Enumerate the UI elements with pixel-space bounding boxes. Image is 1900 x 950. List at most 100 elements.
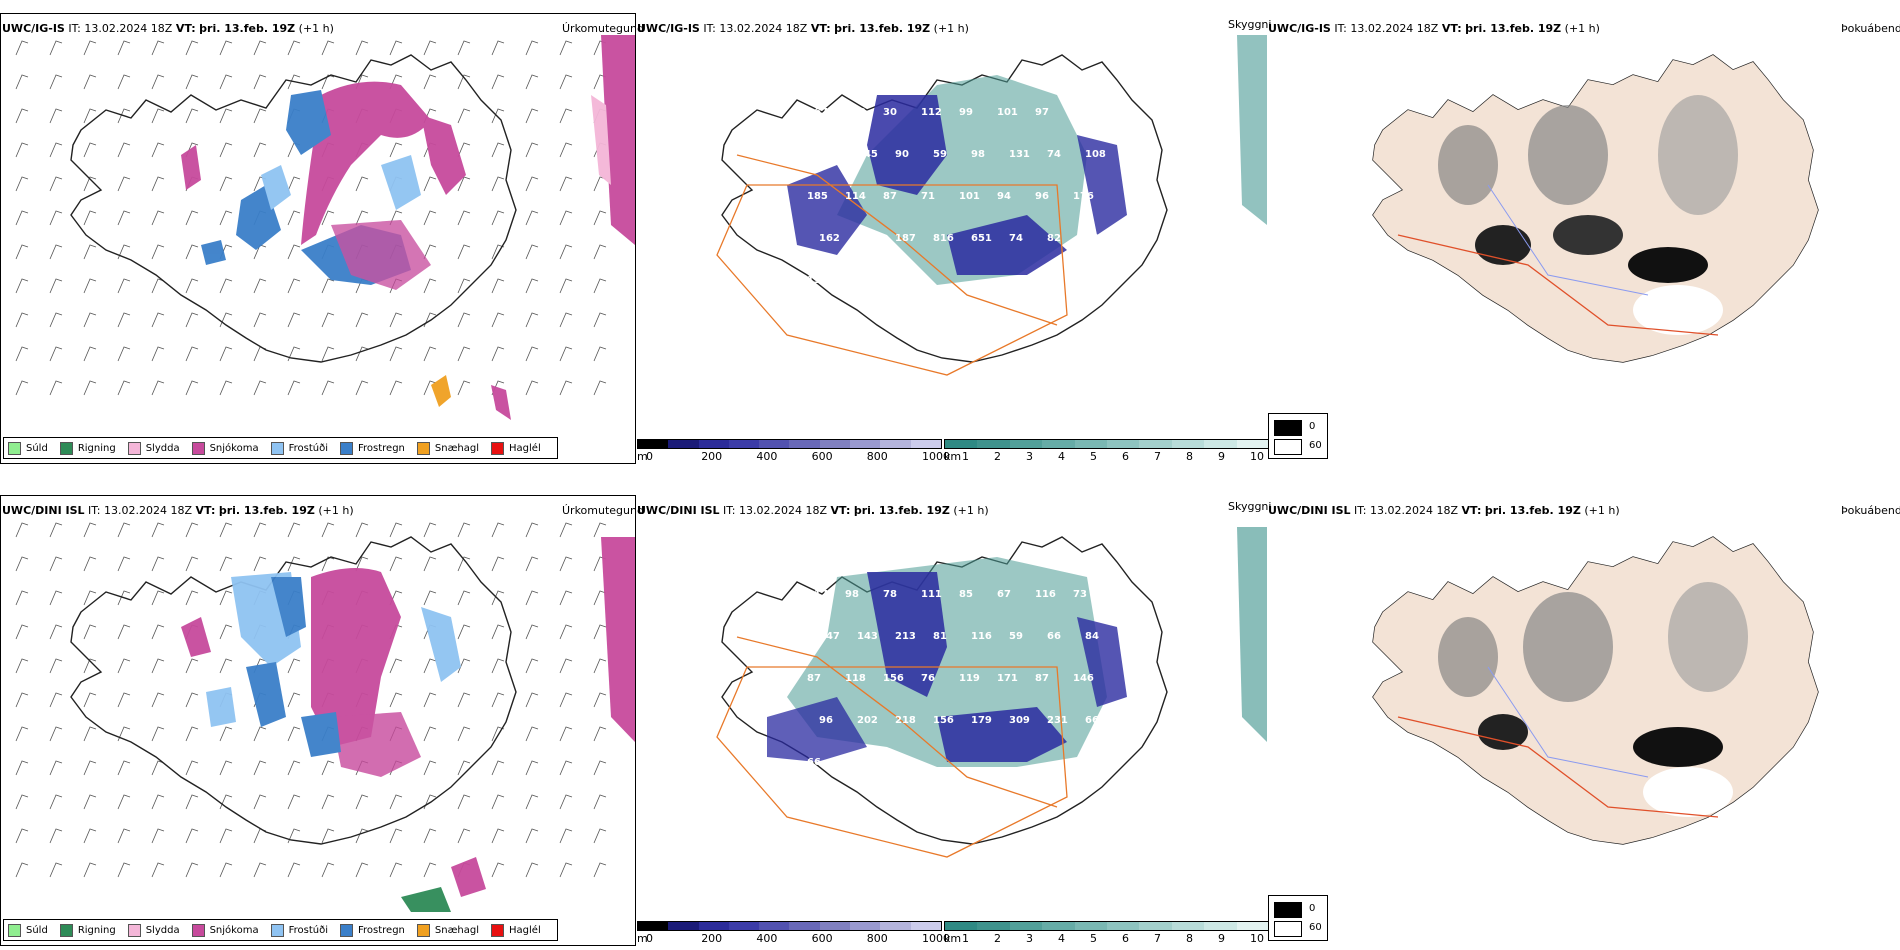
colorbar-tick: 10: [1250, 450, 1264, 463]
visibility-value-label: 147: [819, 631, 840, 642]
precip-type-panel-row2: [0, 495, 636, 946]
panel-name-vis-row2: Skyggni: [1228, 500, 1272, 513]
colorbar-tick: 4: [1058, 450, 1065, 463]
visibility-value-label: 82: [1047, 233, 1061, 244]
visibility-value-label: 651: [971, 233, 992, 244]
visibility-value-label: 234: [1085, 233, 1106, 244]
colorbar-tick: 5: [1090, 450, 1097, 463]
precip-map-row1: [15, 35, 635, 420]
legend-swatch: [191, 441, 205, 455]
visibility-colorbar-row2: km 1 2 3 4 5 6 7 8 9 10: [944, 921, 1270, 945]
legend-label: Snjókoma: [209, 442, 259, 454]
colorbar-tick: 600: [811, 932, 833, 945]
visibility-value-label: 117: [807, 589, 828, 600]
visibility-value-label: 816: [933, 233, 954, 244]
visibility-value-label: 185: [807, 191, 828, 202]
visibility-value-label: 135: [807, 275, 828, 286]
legend-item-7: Haglél: [491, 923, 541, 937]
visibility-value-label: 110: [845, 107, 866, 118]
legend-item-5: Frostregn: [340, 923, 405, 937]
visibility-value-label: 218: [895, 715, 916, 726]
visibility-value-label: 90: [895, 149, 909, 160]
panel-title-row1-p1: UWC/IG-IS IT: 13.02.2024 18Z VT: þri. 13…: [2, 22, 334, 35]
legend-label: Frostúði: [288, 442, 328, 454]
colorbar-tick: 9: [1218, 932, 1225, 945]
visibility-value-label: 66: [807, 757, 821, 768]
colorbar-tick: 7: [1154, 932, 1161, 945]
visibility-value-label: 74: [1047, 149, 1061, 160]
colorbar-tick: 1: [962, 932, 969, 945]
colorbar-tick: 9: [1218, 450, 1225, 463]
legend-swatch: [59, 923, 73, 937]
colorbar-unit: km: [944, 932, 962, 945]
legend-item-4: Frostúði: [270, 923, 328, 937]
legend-item-2: Slydda: [127, 923, 180, 937]
visibility-value-label: 67: [997, 589, 1011, 600]
visibility-value-label: 202: [857, 715, 878, 726]
panel-title-row2-p1: UWC/DINI ISL IT: 13.02.2024 18Z VT: þri.…: [2, 504, 354, 517]
visibility-value-label: 162: [819, 233, 840, 244]
visibility-value-label: 179: [971, 715, 992, 726]
colorbar-tick: 0: [646, 450, 653, 463]
terrain-colorbar-row1: m 0 200 400 600 800 1000: [637, 439, 950, 463]
legend-item-0: Súld: [8, 923, 48, 937]
visibility-value-label: 131: [1009, 149, 1030, 160]
visibility-value-label: 309: [1009, 715, 1030, 726]
visibility-value-label: 156: [933, 715, 954, 726]
visibility-value-label: 87: [883, 191, 897, 202]
colorbar-tick: 7: [1154, 450, 1161, 463]
panel-name-precip-row2: Úrkomutegund: [562, 504, 644, 517]
legend-item-3: Snjókoma: [191, 923, 259, 937]
visibility-value-label: 71: [921, 191, 935, 202]
panel-title-row1-p2: UWC/IG-IS IT: 13.02.2024 18Z VT: þri. 13…: [637, 22, 969, 35]
visibility-value-label: 30: [883, 107, 897, 118]
visibility-map-row1: 167 110 30 112 99 101 97 102 150 145 90 59 98 131 74 10…: [716, 35, 1267, 376]
visibility-value-label: 145: [857, 149, 878, 160]
visibility-value-label: 156: [883, 673, 904, 684]
colorbar-tick: 800: [866, 450, 888, 463]
legend-swatch: [59, 441, 73, 455]
legend-item-0: Súld: [8, 441, 48, 455]
colorbar-tick: 2: [994, 450, 1001, 463]
visibility-value-label: 74: [1009, 233, 1023, 244]
colorbar-tick: 5: [1090, 932, 1097, 945]
legend-label: Haglél: [509, 442, 541, 454]
colorbar-tick: 8: [1186, 450, 1193, 463]
colorbar-tick: 200: [701, 450, 723, 463]
colorbar-unit: km: [944, 450, 962, 463]
colorbar-tick: 6: [1122, 932, 1129, 945]
colorbar-tick: 800: [866, 932, 888, 945]
visibility-value-label: 96: [819, 715, 833, 726]
visibility-map-row2: 117 98 78 111 85 67 116 73 147 143 213 81 116 59 66 84 8…: [716, 527, 1267, 858]
colorbar-tick: 2: [994, 932, 1001, 945]
visibility-value-label: 94: [997, 191, 1011, 202]
colorbar-tick: 200: [701, 932, 723, 945]
legend-swatch: [416, 441, 430, 455]
legend-item-7: Haglél: [491, 441, 541, 455]
precip-legend-row1: Súld Rigning Slydda Snjókoma Frostúði Frostre…: [3, 437, 558, 459]
legend-item-6: Snæhagl: [416, 923, 479, 937]
visibility-value-label: 99: [959, 107, 973, 118]
legend-swatch: [8, 441, 21, 455]
panel-name-vis-row1: Skyggni: [1228, 18, 1272, 31]
visibility-value-label: 101: [959, 191, 980, 202]
visibility-value-label: 102: [1073, 107, 1094, 118]
legend-item-1: Rigning: [59, 441, 116, 455]
visibility-value-label: 76: [921, 673, 935, 684]
legend-swatch: [8, 923, 21, 937]
colorbar-tick: 1000: [922, 450, 950, 463]
visibility-value-label: 112: [921, 107, 942, 118]
visibility-value-label: 98: [971, 149, 985, 160]
visibility-value-label: 167: [807, 107, 828, 118]
visibility-value-label: 87: [807, 673, 821, 684]
visibility-value-label: 59: [1009, 631, 1023, 642]
legend-label: Rigning: [77, 924, 116, 936]
legend-item-1: Rigning: [59, 923, 116, 937]
legend-swatch: [416, 923, 430, 937]
fog-map-row2: [1372, 536, 1819, 845]
legend-swatch: [191, 923, 205, 937]
visibility-value-label: 108: [1085, 149, 1106, 160]
visibility-value-label: 176: [1073, 191, 1094, 202]
colorbar-tick: 400: [756, 450, 778, 463]
visibility-value-label: 660: [1085, 715, 1106, 726]
